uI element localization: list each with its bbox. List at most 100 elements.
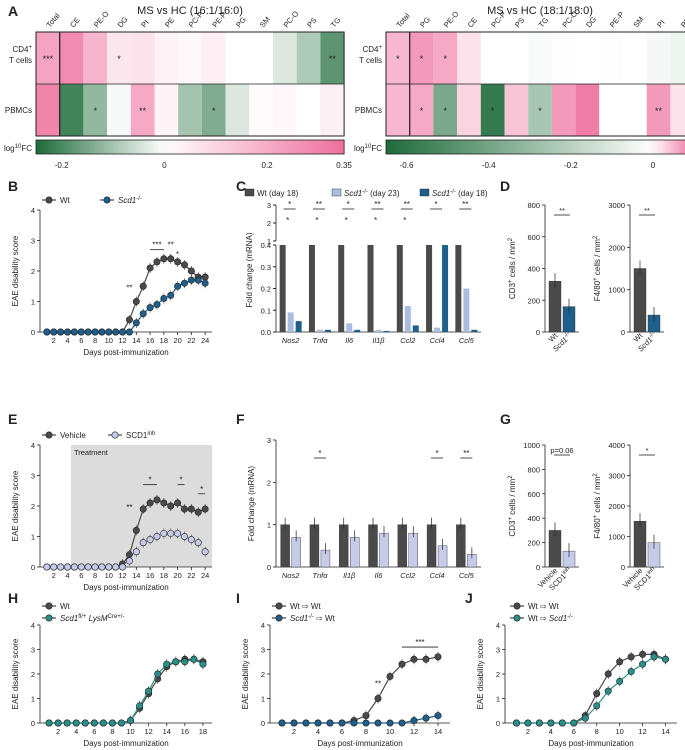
legend-label: Wt ⇨ Wt <box>528 602 559 611</box>
data-point <box>125 328 133 336</box>
heatmap-cell <box>225 32 250 84</box>
data-point <box>84 563 92 571</box>
data-point <box>91 563 99 571</box>
data-point <box>199 660 207 668</box>
heatmap-cell <box>528 32 552 84</box>
legend-marker <box>45 614 53 622</box>
data-point <box>570 719 578 727</box>
data-point <box>650 653 658 661</box>
data-point <box>153 258 161 266</box>
x-tick-label: Il1β <box>343 571 356 580</box>
data-point <box>639 660 647 668</box>
label-part: Scd1 <box>60 614 78 623</box>
significance-star: * <box>420 54 424 64</box>
panel-letter-G: G <box>500 411 511 427</box>
significance-label: ** <box>644 206 650 215</box>
data-point <box>422 714 430 722</box>
y-tick-label: 4 <box>496 621 500 630</box>
data-point <box>386 719 394 727</box>
x-tick-label: 18 <box>199 727 207 736</box>
x-axis-title: Days post-immunization <box>83 583 168 592</box>
row-label-cd4-sub: T cells <box>359 56 382 65</box>
x-tick-label: 10 <box>105 336 113 345</box>
data-point <box>350 719 358 727</box>
x-tick-label: 14 <box>132 336 140 345</box>
label-part: F4/80 <box>593 280 602 301</box>
heatmap-cell <box>480 84 505 136</box>
heatmap-cell <box>575 84 600 136</box>
label-part: fl/+ <box>78 614 87 620</box>
legend-label: Wt ⇨ Wt <box>290 602 321 611</box>
y-tick-label: 4 <box>31 206 35 215</box>
x-tick-label: 8 <box>364 727 368 736</box>
data-point <box>326 719 334 727</box>
heatmap-cell <box>273 32 297 84</box>
x-tick-label: 4 <box>316 727 320 736</box>
data-point <box>81 719 89 727</box>
column-label: PE-P <box>608 10 626 29</box>
heatmap-cell <box>409 84 434 136</box>
bar <box>426 245 433 332</box>
heatmap-cell <box>36 84 60 136</box>
heatmap-cell <box>646 32 671 84</box>
data-point <box>84 328 92 336</box>
data-point <box>77 563 85 571</box>
label-part: -/- <box>450 189 456 195</box>
column-label: CE <box>68 16 82 30</box>
colorbar-tick: -0.4 <box>482 161 496 170</box>
significance-label: * <box>435 200 438 209</box>
label-part: (day 23) <box>368 189 400 198</box>
label-part: inh <box>561 566 571 576</box>
significance-label: *** <box>415 638 424 647</box>
y-tick-label: 800 <box>527 465 540 474</box>
y-tick-label: 1 <box>31 695 35 704</box>
series-line <box>49 658 204 724</box>
x-tick-label: 2 <box>56 727 60 736</box>
bar <box>455 245 462 332</box>
panel-letter-I: I <box>236 590 240 606</box>
series-line <box>46 258 206 333</box>
heatmap-cell <box>504 32 529 84</box>
heatmap-cell <box>83 32 108 84</box>
data-point <box>174 499 182 507</box>
data-point <box>338 719 346 727</box>
label-part: CD3 <box>508 520 517 537</box>
colorbar-tick: 0 <box>162 161 167 170</box>
label-part: -/- <box>648 331 656 339</box>
data-point <box>153 532 161 540</box>
y-tick-label: 2 <box>261 670 265 679</box>
x-tick-label: 4 <box>549 727 553 736</box>
y-tick-label: 3 <box>267 201 271 210</box>
heatmap-cell <box>273 84 297 136</box>
data-point <box>180 505 188 513</box>
data-point <box>154 670 162 678</box>
data-point <box>125 316 133 324</box>
significance-star: ** <box>655 106 663 116</box>
significance-star: * <box>491 106 495 116</box>
x-tick-label: Il6 <box>345 336 354 345</box>
y-axis-title: CD3+ cells / mm2 <box>508 237 517 299</box>
data-point <box>91 328 99 336</box>
x-tick-label: 2 <box>52 571 56 580</box>
label-part: F4/80 <box>593 518 602 539</box>
data-point <box>422 655 430 663</box>
column-label: PI <box>655 18 666 29</box>
bar <box>633 521 647 568</box>
data-point <box>160 499 168 507</box>
y-axis-title: EAE disability score <box>11 638 20 709</box>
significance-label: ** <box>463 449 469 458</box>
label-part: inh <box>147 431 155 437</box>
x-tick-label: 12 <box>144 727 152 736</box>
x-tick-label: Ccl4 <box>430 571 445 580</box>
data-point <box>132 297 140 305</box>
legend-marker <box>513 614 521 622</box>
heatmap-cell <box>433 32 458 84</box>
heatmap-cell <box>201 32 226 84</box>
x-tick-label: 12 <box>638 727 646 736</box>
heatmap-cell <box>178 84 202 136</box>
x-tick-label: 24 <box>201 336 209 345</box>
